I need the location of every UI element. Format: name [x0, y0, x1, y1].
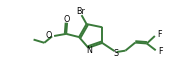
Text: O: O [45, 31, 52, 40]
Text: S: S [113, 49, 118, 58]
Text: N: N [86, 46, 92, 55]
Text: O: O [64, 15, 70, 24]
Text: F: F [158, 47, 163, 56]
Text: Br: Br [76, 7, 85, 16]
Text: F: F [157, 30, 162, 39]
